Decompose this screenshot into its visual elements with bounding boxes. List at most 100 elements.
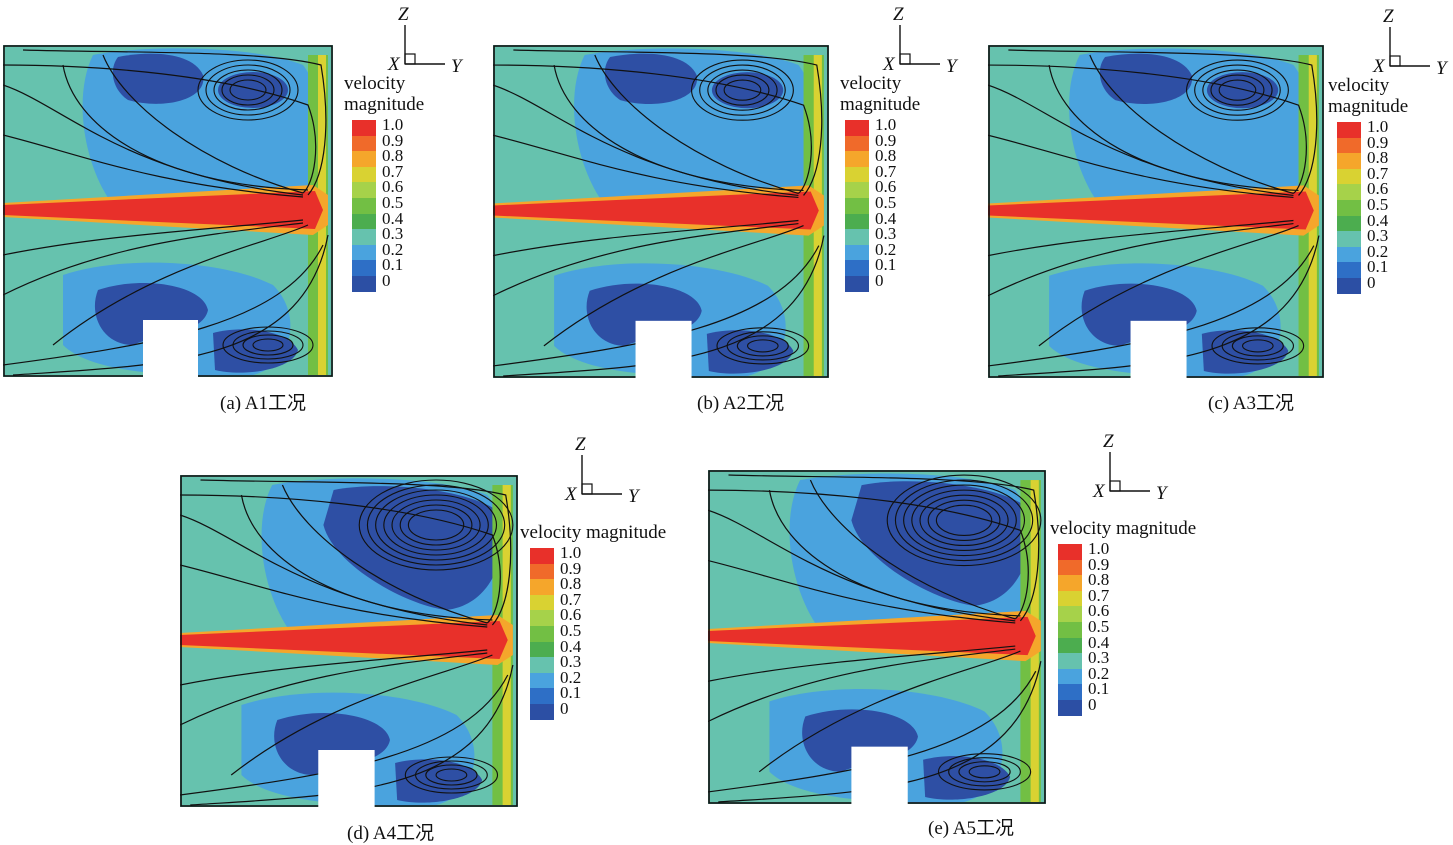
- vortex-streamline: [746, 339, 779, 353]
- velocity-field-b: [493, 45, 829, 378]
- streamline: [281, 484, 488, 624]
- vortex-streamline: [425, 764, 478, 786]
- axis-triad-e: Z X Y: [1090, 427, 1180, 507]
- vortex-streamline: [716, 327, 810, 365]
- legend-title-line-1: velocity: [840, 73, 902, 94]
- legend-swatch: [845, 198, 869, 214]
- legend-tick-label: 0.6: [1088, 601, 1110, 621]
- streamline: [553, 64, 804, 192]
- caption-b: (b) A2工况: [697, 393, 785, 414]
- axis-triad-b: Z X Y: [880, 0, 970, 80]
- vortex-streamline: [726, 331, 800, 361]
- streamline: [3, 134, 304, 198]
- streamline: [988, 222, 1294, 297]
- velocity-field-d: [180, 475, 518, 807]
- streamline: [180, 649, 488, 686]
- legend-tick-label: 0.9: [1367, 132, 1389, 152]
- vortex-core-upper: [912, 493, 1026, 544]
- legend-swatch: [1058, 544, 1082, 560]
- legend-tick-label: 0.4: [1367, 210, 1389, 230]
- streamline: [180, 564, 488, 628]
- caption-c: (c) A3工况: [1208, 393, 1295, 414]
- vortex-streamline: [391, 499, 481, 551]
- z-axis-label: Z: [575, 434, 586, 455]
- caption-e: (e) A5工况: [928, 818, 1015, 839]
- streamline: [809, 479, 1016, 620]
- streamline: [493, 134, 799, 199]
- legend-title-line-2: magnitude: [344, 94, 425, 115]
- vortex-streamline: [886, 474, 1042, 567]
- legend-swatch: [845, 260, 869, 277]
- flow-contour-c: [988, 45, 1324, 378]
- vortex-streamline: [435, 768, 468, 782]
- legend-tick-label: 0.1: [1088, 679, 1110, 699]
- axis-triad-svg-d: Z X Y: [564, 434, 641, 507]
- legend-tick-label: 0.2: [1367, 241, 1389, 261]
- legend-tick-label: 0.7: [382, 161, 404, 181]
- vortex-streamline: [399, 504, 473, 546]
- streamline: [493, 84, 799, 197]
- legend-swatch: [1337, 278, 1361, 294]
- legend-tick-label: 0.3: [560, 652, 582, 672]
- legend-tick-label: 1.0: [875, 115, 897, 134]
- vortex-streamline: [968, 765, 1001, 779]
- vortex-streamline: [1211, 327, 1305, 365]
- streamline: [718, 661, 1042, 803]
- z-axis-label: Z: [893, 4, 904, 25]
- legend-swatch: [352, 120, 376, 136]
- streamline: [988, 84, 1294, 197]
- legend-tick-label: 0.4: [1088, 632, 1110, 652]
- contour-upper-dark: [1099, 53, 1193, 105]
- legend-tick-label: 0.5: [1088, 617, 1110, 636]
- legend-title-a: velocity magnitude: [344, 73, 424, 115]
- legend-tick-label: 0.9: [560, 558, 582, 578]
- legend-swatch: [1058, 668, 1082, 685]
- legend-tick-label: 0.6: [382, 177, 404, 197]
- legend-swatch: [1337, 153, 1361, 170]
- streamline: [493, 245, 820, 367]
- streamline: [988, 134, 1294, 199]
- legend-tick-label: 0.7: [1088, 585, 1110, 605]
- vortex-streamline: [723, 79, 762, 101]
- obstacle-block: [635, 320, 692, 378]
- legend-tick-label: 0: [382, 271, 391, 290]
- legend-tick-label: 0.3: [1367, 226, 1389, 246]
- legend-tick-label: 0.3: [1088, 648, 1110, 668]
- vortex-streamline: [375, 489, 498, 561]
- legend-swatch: [845, 135, 869, 152]
- legend-swatch: [530, 641, 554, 658]
- streamline: [230, 654, 493, 776]
- axis-triad-c: Z X Y: [1370, 2, 1453, 82]
- flow-contour-e: [708, 470, 1046, 804]
- streamline: [594, 54, 799, 195]
- z-axis-label: Z: [1383, 6, 1394, 27]
- vortex-streamline: [903, 484, 1026, 557]
- vortex-streamline: [1210, 74, 1265, 106]
- axis-triad-svg-a: Z X Y: [387, 4, 464, 77]
- legend-swatch: [352, 229, 376, 246]
- streamline: [240, 494, 493, 621]
- streamline: [3, 64, 317, 194]
- streamline: [708, 648, 1016, 723]
- legend-tick-label: 0.1: [560, 683, 582, 703]
- legend-tick-label: 1.0: [382, 115, 404, 134]
- legend-swatch: [845, 229, 869, 246]
- vortex-streamline: [935, 504, 993, 536]
- legend-swatch: [352, 151, 376, 168]
- jet-core: [708, 616, 1036, 656]
- streamline: [3, 244, 324, 366]
- axis-triad-a: Z X Y: [385, 0, 475, 80]
- vortex-streamline: [894, 479, 1034, 562]
- vortex-streamline: [707, 69, 778, 111]
- legend-tick-label: 0.1: [382, 255, 404, 275]
- y-axis-label: Y: [451, 56, 464, 77]
- vortex-streamline: [252, 338, 284, 352]
- y-axis-label: Y: [1436, 58, 1449, 79]
- streamline: [102, 54, 304, 194]
- obstacle-block: [851, 746, 908, 804]
- vortex-streamline: [205, 64, 291, 116]
- vortex-streamline: [229, 79, 267, 101]
- axis-triad-svg-e: Z X Y: [1092, 431, 1169, 504]
- jet-core: [180, 621, 508, 659]
- legend-tick-label: 0.2: [560, 667, 582, 687]
